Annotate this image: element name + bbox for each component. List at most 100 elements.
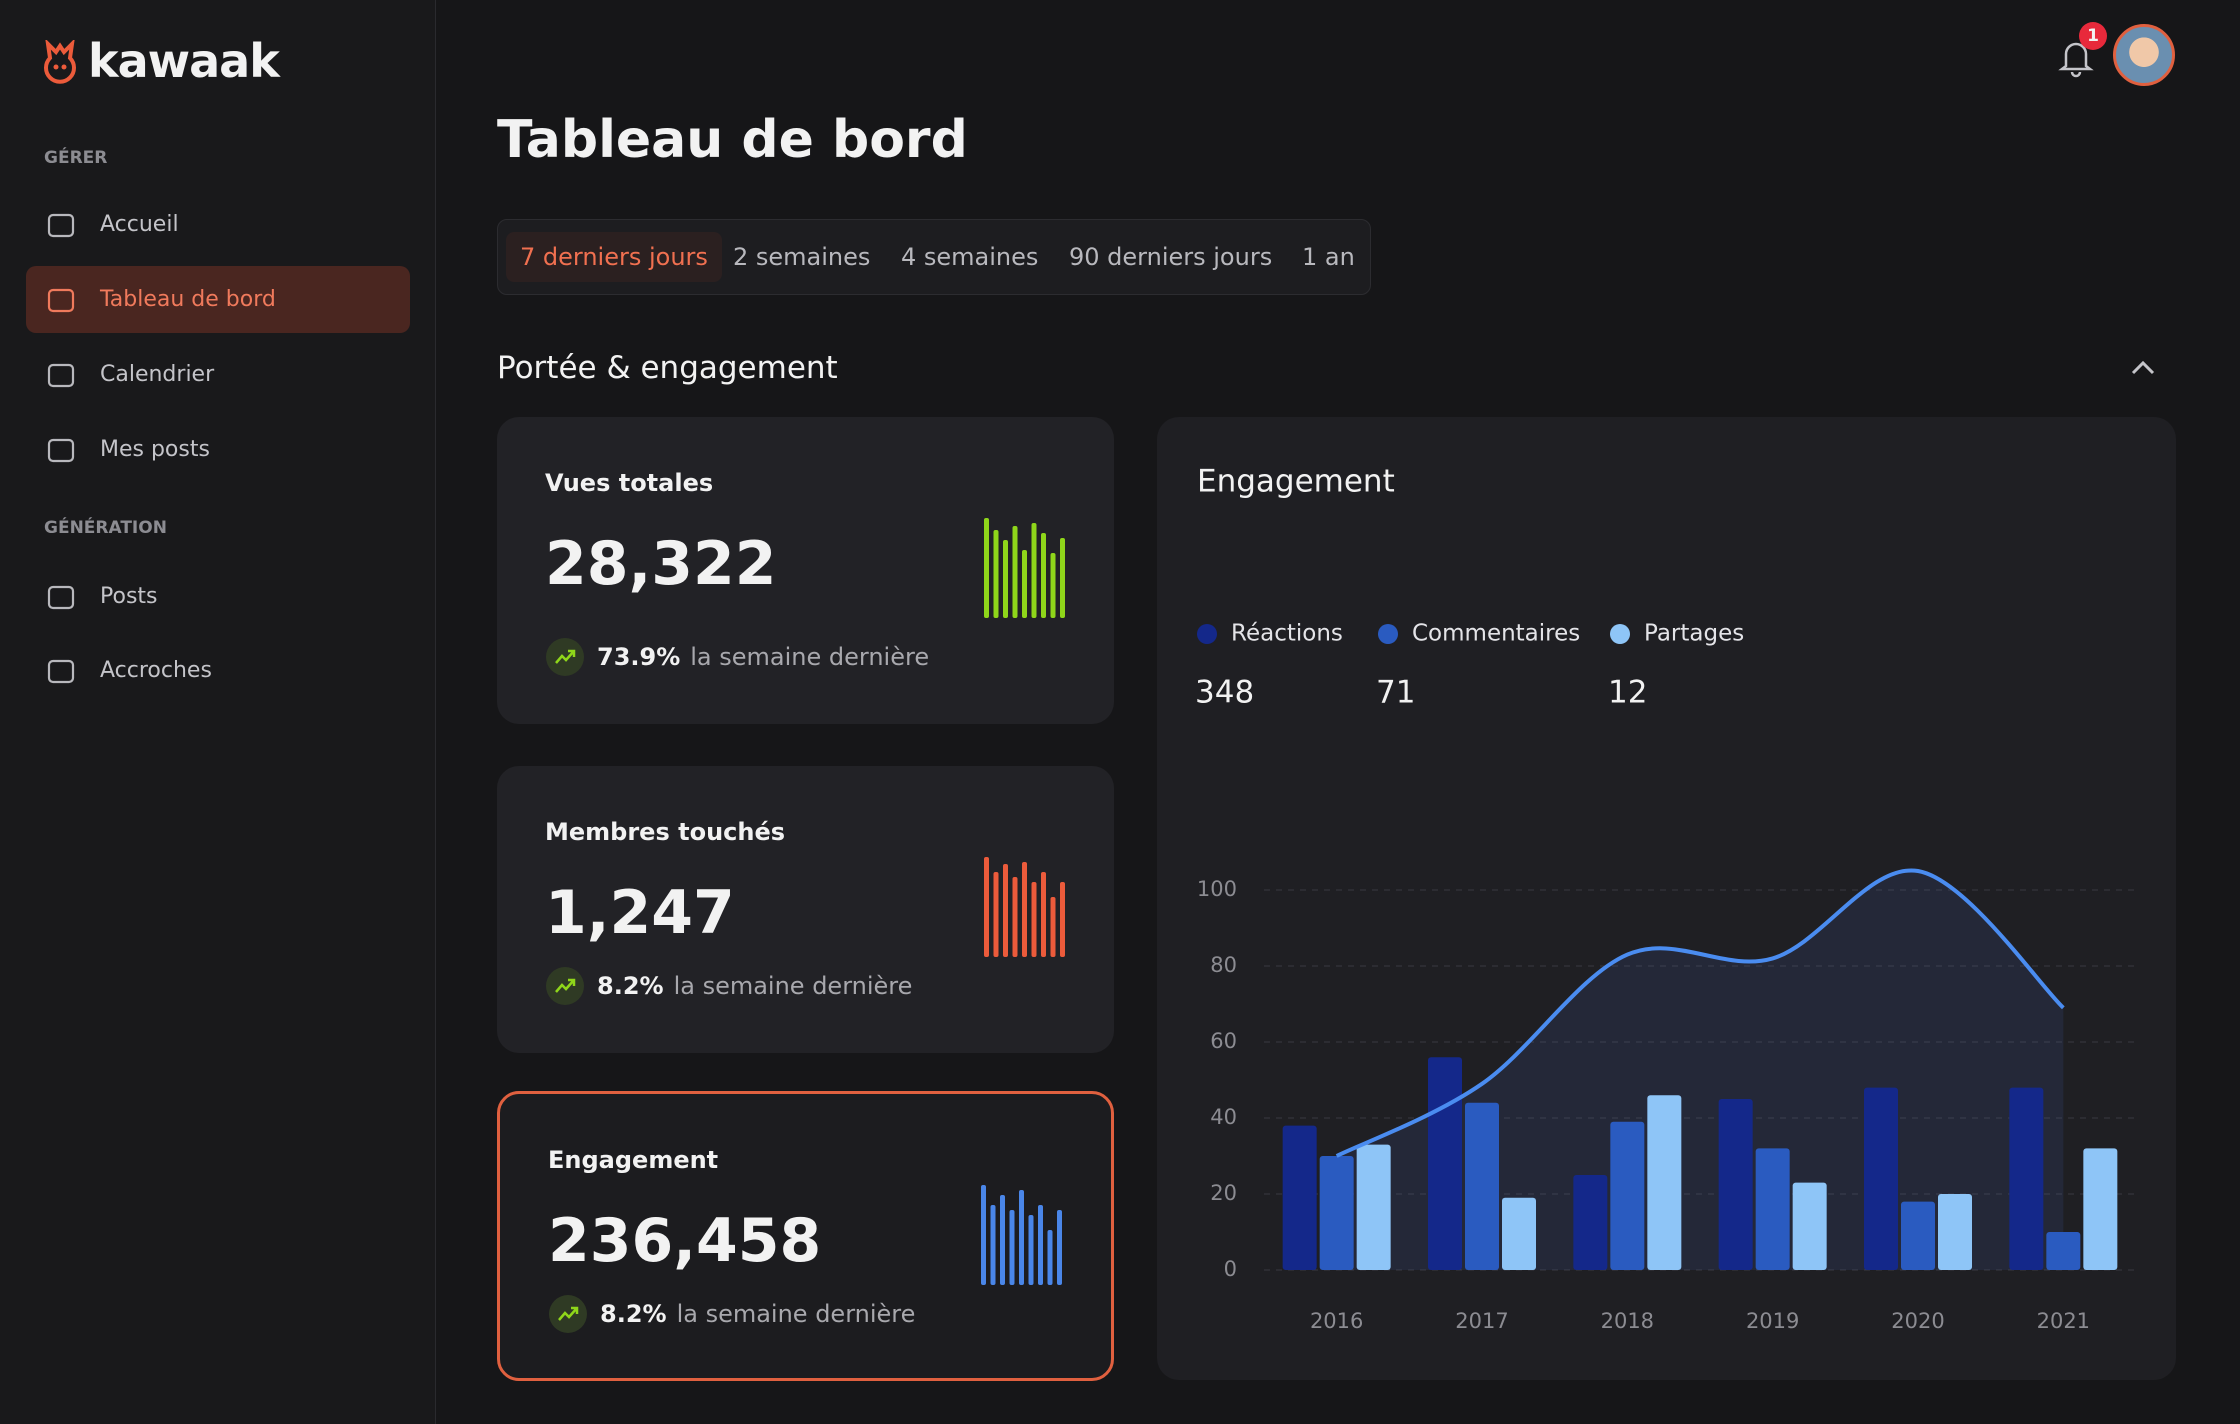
bar <box>1718 1099 1753 1270</box>
nav-icon <box>47 438 75 462</box>
nav-label: Mes posts <box>100 437 210 462</box>
tab-bar: 7 derniers jours 2 semaines 4 semaines 90 d… <box>497 219 1371 295</box>
nav-icon-shape <box>47 363 75 387</box>
card-change: 8.2% la semaine dernière <box>545 966 912 1006</box>
nav-item[interactable]: Posts <box>26 563 410 630</box>
nav-label: Tableau de bord <box>100 287 276 312</box>
tab[interactable]: 7 derniers jours <box>506 232 722 282</box>
nav-item[interactable]: Mes posts <box>26 416 410 483</box>
spark-bar <box>984 857 989 957</box>
bar <box>1282 1125 1317 1270</box>
notification-bell[interactable] <box>2058 38 2094 78</box>
spark-bar <box>993 872 999 957</box>
card-title: Vues totales <box>545 469 714 497</box>
bar <box>1502 1197 1536 1270</box>
bar <box>1647 1095 1682 1270</box>
spark-bar <box>1009 1210 1015 1285</box>
tab[interactable]: 2 semaines <box>733 243 871 271</box>
bar <box>1319 1156 1354 1270</box>
spark-bar <box>1003 540 1008 618</box>
nav-label: Accroches <box>100 658 212 683</box>
legend-total: 71 <box>1376 675 1415 711</box>
sidebar: kawaak GÉRER Accueil Tableau de bord Calend… <box>0 0 436 1424</box>
nav-icon-shape <box>47 659 75 683</box>
x-tick-label: 2017 <box>1455 1309 1508 1333</box>
spark-bar <box>1012 526 1018 618</box>
trend-icon-arrow <box>555 978 576 993</box>
spark-bar <box>984 518 989 618</box>
card-change: 8.2% la semaine dernière <box>548 1294 915 1334</box>
nav-icon <box>47 363 75 387</box>
nav-icon-shape <box>47 288 75 312</box>
legend-label: Commentaires <box>1412 621 1580 647</box>
x-tick-label: 2021 <box>2037 1309 2090 1333</box>
spark-bar <box>1050 553 1056 618</box>
spark-bar <box>1031 523 1037 618</box>
x-tick-label: 2018 <box>1601 1309 1654 1333</box>
nav-label: Accueil <box>100 212 179 237</box>
trend-icon-arrow <box>558 1306 579 1321</box>
y-tick-label: 60 <box>1210 1029 1237 1053</box>
bar <box>1864 1087 1898 1270</box>
y-tick-label: 0 <box>1224 1257 1237 1281</box>
stat-card[interactable]: Engagement 236,458 8.2% la semaine dernière <box>497 1091 1114 1381</box>
tab[interactable]: 90 derniers jours <box>1069 243 1273 271</box>
bar <box>1938 1194 1972 1270</box>
spark-bar <box>1028 1215 1034 1285</box>
trend-icon-arrow <box>555 649 576 664</box>
nav-icon-shape <box>47 213 75 237</box>
spark-bar <box>1047 1230 1053 1285</box>
collapse-chevron[interactable] <box>2128 358 2158 378</box>
spark-bar <box>1022 550 1027 618</box>
spark-bar <box>1000 1195 1005 1285</box>
tab[interactable]: 1 an <box>1302 243 1355 271</box>
section-title: GÉNÉRATION <box>44 518 167 538</box>
nav-item[interactable]: Calendrier <box>26 341 410 408</box>
nav-item[interactable]: Tableau de bord <box>26 266 410 333</box>
sparkline <box>981 1185 1062 1285</box>
nav-item[interactable]: Accroches <box>26 637 410 704</box>
y-tick-label: 20 <box>1210 1181 1237 1205</box>
spark-bar <box>1041 533 1046 618</box>
spark-bar <box>1041 872 1046 957</box>
bar <box>1901 1201 1935 1270</box>
card-value: 28,322 <box>545 529 777 599</box>
section-title: GÉRER <box>44 148 108 168</box>
logo: kawaak <box>88 34 280 88</box>
stat-card[interactable]: Vues totales 28,322 73.9% la semaine derniè… <box>497 417 1114 724</box>
bar <box>1610 1121 1645 1270</box>
card-value: 236,458 <box>548 1206 822 1276</box>
bar <box>1428 1057 1462 1270</box>
legend-total: 12 <box>1608 675 1647 711</box>
trend-icon-bg <box>546 638 584 676</box>
tab[interactable]: 4 semaines <box>901 243 1039 271</box>
nav-icon <box>47 659 75 683</box>
card-change: 73.9% la semaine dernière <box>545 637 929 677</box>
change-text: la semaine dernière <box>676 1300 916 1328</box>
engagement-panel: Engagement Réactions 348 Commentaires 71 Par… <box>1157 417 2176 1380</box>
change-value: 8.2% <box>597 972 664 1000</box>
avatar[interactable] <box>2113 24 2175 86</box>
spark-bar <box>1050 897 1056 957</box>
bar <box>2009 1087 2044 1270</box>
bar <box>1792 1182 1827 1270</box>
stat-card[interactable]: Membres touchés 1,247 8.2% la semaine derni… <box>497 766 1114 1053</box>
spark-bar <box>1060 882 1065 957</box>
legend-label: Réactions <box>1231 621 1343 647</box>
nav-label: Calendrier <box>100 362 215 387</box>
sparkline <box>984 857 1065 957</box>
card-title: Engagement <box>548 1146 719 1174</box>
nav-item[interactable]: Accueil <box>26 191 410 258</box>
x-tick-label: 2016 <box>1310 1309 1363 1333</box>
change-value: 73.9% <box>597 643 681 671</box>
section-title: Portée & engagement <box>497 350 838 386</box>
bar <box>1755 1148 1790 1270</box>
spark-bar <box>1031 882 1037 957</box>
trend-icon-bg <box>549 1295 587 1333</box>
page-title: Tableau de bord <box>497 110 968 170</box>
notification-badge: 1 <box>2079 22 2107 50</box>
nav-icon <box>47 288 75 312</box>
spark-bar <box>1019 1190 1024 1285</box>
trend-icon <box>546 967 584 1005</box>
